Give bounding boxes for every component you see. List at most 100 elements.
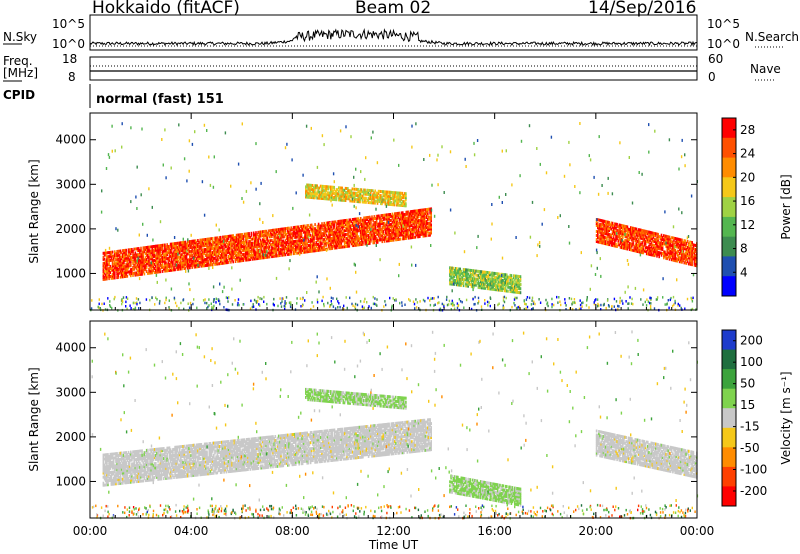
power-cell bbox=[206, 237, 208, 241]
power-cell bbox=[246, 232, 248, 236]
power-cell bbox=[391, 216, 394, 220]
power-cell bbox=[598, 236, 600, 240]
power-cell bbox=[244, 238, 247, 242]
power-cell bbox=[677, 253, 680, 257]
power-cell bbox=[512, 274, 515, 278]
power-cell bbox=[615, 222, 617, 226]
power-cell bbox=[329, 225, 331, 229]
power-cell bbox=[628, 244, 631, 247]
power-cell bbox=[221, 237, 223, 241]
power-cell bbox=[459, 271, 461, 275]
power-cell bbox=[114, 268, 116, 272]
power-cell bbox=[487, 283, 490, 287]
power-cell bbox=[104, 261, 107, 265]
power-cell bbox=[313, 243, 315, 247]
power-cell bbox=[349, 234, 352, 238]
power-cell bbox=[225, 237, 228, 241]
power-cell bbox=[164, 247, 166, 251]
power-cell bbox=[208, 249, 211, 253]
power-cell bbox=[124, 271, 126, 274]
power-cell bbox=[242, 236, 245, 240]
power-cell bbox=[355, 231, 357, 235]
power-cell bbox=[239, 241, 241, 245]
power-cell bbox=[260, 230, 263, 234]
power-cell bbox=[452, 280, 455, 284]
power-cell bbox=[258, 256, 261, 260]
power-cell bbox=[639, 228, 641, 232]
power-cell bbox=[356, 194, 358, 197]
power-cell bbox=[482, 284, 484, 288]
power-cell bbox=[161, 263, 164, 267]
power-cell bbox=[420, 228, 422, 232]
power-cell bbox=[250, 241, 253, 245]
power-cell bbox=[651, 237, 654, 241]
power-cell bbox=[308, 246, 311, 249]
power-cell bbox=[158, 254, 160, 258]
power-cell bbox=[365, 190, 367, 194]
power-cell bbox=[295, 241, 297, 245]
power-cell bbox=[413, 227, 415, 231]
power-cell bbox=[333, 224, 336, 228]
power-cell bbox=[255, 241, 257, 245]
power-cell bbox=[205, 248, 207, 251]
power-cell bbox=[159, 244, 162, 248]
power-cell bbox=[183, 262, 186, 266]
power-cell bbox=[116, 274, 118, 278]
power-cell bbox=[491, 283, 493, 287]
power-cell bbox=[417, 223, 420, 227]
power-cell bbox=[630, 230, 632, 234]
power-cell bbox=[479, 276, 482, 280]
power-cell bbox=[307, 224, 310, 228]
power-cell bbox=[381, 202, 383, 206]
power-cell bbox=[283, 253, 286, 257]
power-cell bbox=[102, 273, 105, 277]
power-cell bbox=[338, 244, 340, 247]
power-cell bbox=[683, 247, 686, 251]
power-cell bbox=[177, 265, 180, 269]
power-cell bbox=[159, 264, 162, 268]
power-cell bbox=[348, 222, 351, 226]
power-cell bbox=[323, 238, 325, 241]
power-cell bbox=[124, 258, 126, 262]
freq-label-1: Freq. bbox=[3, 54, 33, 68]
power-cell bbox=[640, 236, 642, 240]
power-cell bbox=[301, 246, 304, 250]
power-cell bbox=[134, 261, 137, 265]
power-cell bbox=[364, 222, 366, 226]
power-cell bbox=[202, 258, 205, 262]
power-cell bbox=[338, 219, 340, 223]
power-cell bbox=[353, 197, 356, 201]
power-cell bbox=[408, 212, 411, 216]
power-cell bbox=[141, 268, 143, 272]
power-cell bbox=[413, 229, 415, 233]
power-cell bbox=[415, 229, 418, 233]
power-cell bbox=[682, 253, 684, 256]
power-cell bbox=[470, 283, 473, 287]
power-cell bbox=[239, 245, 241, 249]
power-cell bbox=[132, 271, 134, 275]
power-cell bbox=[677, 243, 680, 247]
power-cell bbox=[148, 257, 150, 261]
power-cell bbox=[238, 239, 240, 243]
power-cell bbox=[236, 233, 239, 237]
power-cell bbox=[414, 227, 417, 231]
power-cell bbox=[143, 248, 146, 252]
power-cell bbox=[335, 190, 338, 194]
power-cell bbox=[267, 243, 270, 247]
power-cell bbox=[495, 278, 498, 282]
power-cell bbox=[640, 234, 642, 238]
power-cell bbox=[331, 191, 333, 195]
power-cell bbox=[382, 213, 385, 217]
power-cell bbox=[428, 231, 430, 235]
power-cell bbox=[663, 254, 665, 258]
power-cell bbox=[339, 241, 341, 245]
power-cell bbox=[320, 192, 323, 196]
power-cell bbox=[618, 225, 621, 229]
power-cell bbox=[289, 238, 291, 242]
power-cell bbox=[395, 228, 397, 232]
power-cell bbox=[660, 243, 663, 247]
power-cell bbox=[399, 221, 402, 225]
power-cell bbox=[496, 272, 499, 276]
power-cell bbox=[395, 216, 397, 220]
power-cell bbox=[251, 247, 254, 251]
